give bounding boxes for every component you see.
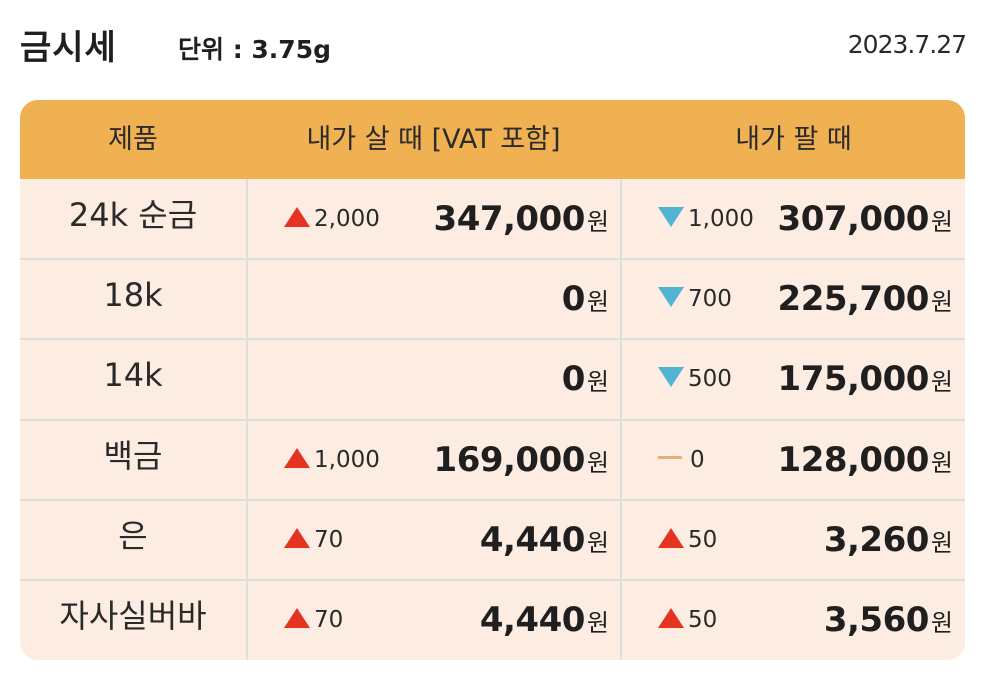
table-row: 백금 1,000 169,000원 0 128,000원: [20, 420, 965, 500]
sell-price: 175,000원: [777, 359, 953, 399]
arrow-up-icon: [284, 527, 310, 548]
page-header: 금시세 단위 : 3.75g 2023.7.27: [20, 18, 967, 70]
buy-change: 1,000: [284, 420, 380, 500]
buy-price: 4,440원: [479, 520, 609, 560]
buy-price: 0원: [561, 359, 609, 399]
arrow-down-icon: [658, 366, 684, 387]
buy-price: 4,440원: [479, 600, 609, 640]
column-header-buy: 내가 살 때 [VAT 포함]: [306, 124, 561, 155]
arrow-up-icon: [658, 607, 684, 628]
row-divider: [20, 499, 965, 501]
sell-change: 50: [658, 580, 717, 660]
arrow-down-icon: [658, 286, 684, 307]
buy-change: 70: [284, 580, 343, 660]
date-label: 2023.7.27: [847, 30, 967, 59]
buy-price: 169,000원: [433, 440, 609, 480]
table-row: 은 70 4,440원 50 3,260원: [20, 500, 965, 580]
product-name: 24k 순금: [68, 196, 198, 234]
sell-price: 307,000원: [777, 199, 953, 239]
table-row: 24k 순금 2,000 347,000원 1,000 307,000원: [20, 179, 965, 259]
row-divider: [20, 258, 965, 260]
sell-price: 225,700원: [777, 279, 953, 319]
page-title: 금시세: [20, 28, 117, 68]
arrow-up-icon: [284, 607, 310, 628]
table-row: 자사실버바 70 4,440원 50 3,560원: [20, 580, 965, 660]
product-name: 14k: [103, 356, 163, 394]
gold-price-table: 제품 내가 살 때 [VAT 포함] 내가 팔 때 24k 순금 2,000 3…: [20, 100, 965, 660]
product-name: 은: [118, 517, 148, 555]
sell-price: 3,560원: [823, 600, 953, 640]
sell-price: 3,260원: [823, 520, 953, 560]
buy-price: 0원: [561, 279, 609, 319]
product-name: 백금: [103, 437, 163, 475]
arrow-up-icon: [284, 206, 310, 227]
sell-change: 0: [658, 420, 705, 500]
row-divider: [20, 338, 965, 340]
arrow-up-icon: [658, 527, 684, 548]
table-header: 제품 내가 살 때 [VAT 포함] 내가 팔 때: [20, 100, 965, 179]
sell-change: 500: [658, 339, 732, 419]
no-change-icon: [658, 456, 682, 459]
sell-change: 50: [658, 500, 717, 580]
buy-change: 2,000: [284, 179, 380, 259]
buy-change: 70: [284, 500, 343, 580]
row-divider: [20, 579, 965, 581]
product-name: 자사실버바: [59, 597, 207, 635]
sell-change: 1,000: [658, 179, 754, 259]
sell-price: 128,000원: [777, 440, 953, 480]
sell-change: 700: [658, 259, 732, 339]
arrow-up-icon: [284, 447, 310, 468]
column-header-product: 제품: [108, 124, 158, 155]
arrow-down-icon: [658, 206, 684, 227]
product-name: 18k: [103, 276, 163, 314]
column-header-sell: 내가 팔 때: [735, 124, 852, 155]
unit-label: 단위 : 3.75g: [178, 35, 331, 64]
row-divider: [20, 419, 965, 421]
table-row: 14k 0원 500 175,000원: [20, 339, 965, 419]
buy-price: 347,000원: [433, 199, 609, 239]
table-row: 18k 0원 700 225,700원: [20, 259, 965, 339]
